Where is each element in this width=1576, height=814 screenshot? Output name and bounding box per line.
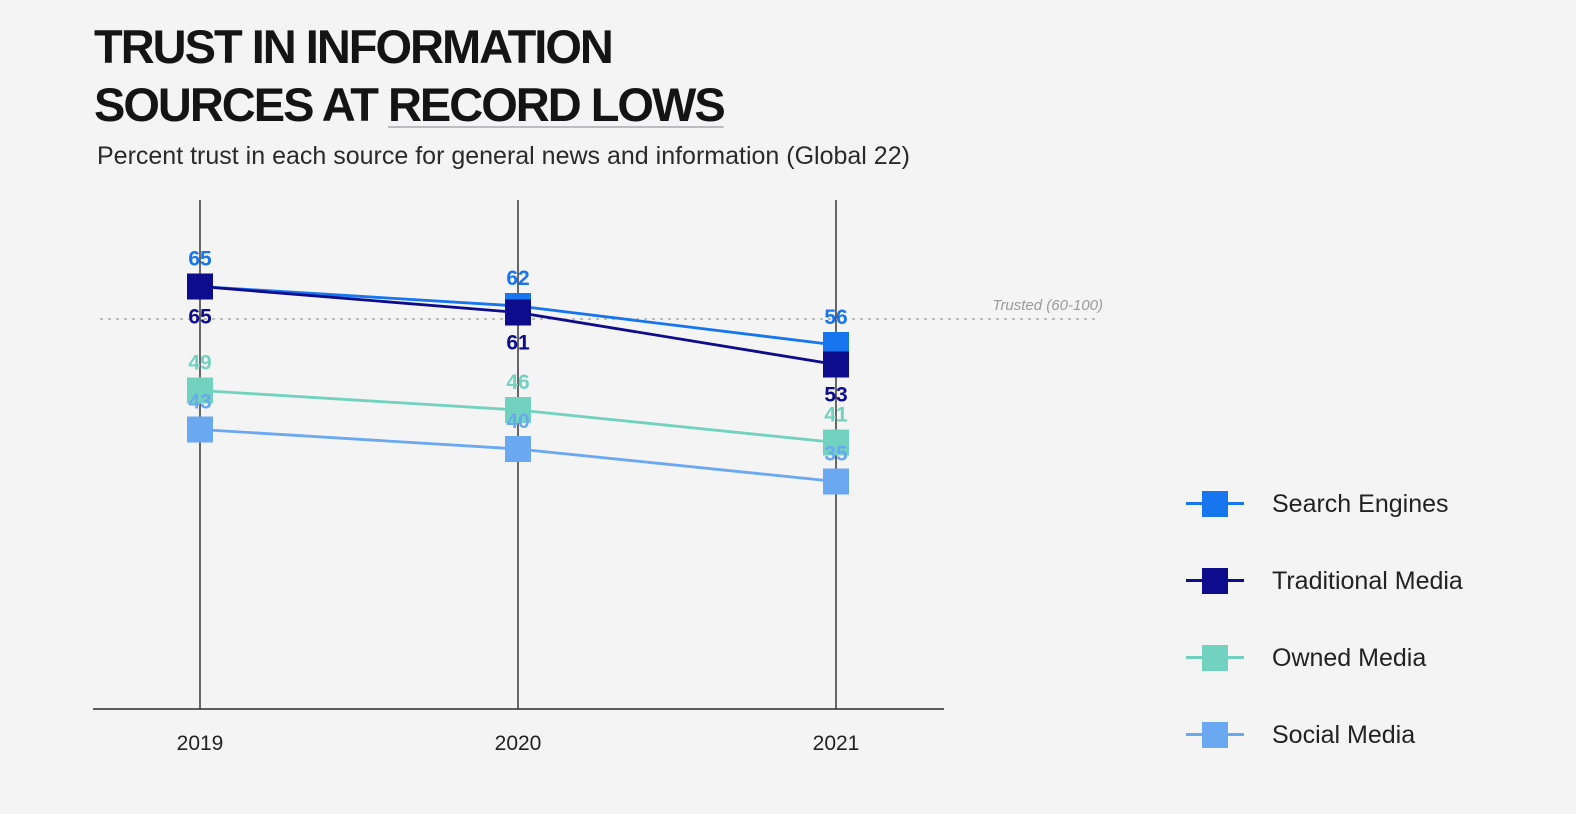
data-label-owned-media-2020: 46 bbox=[506, 371, 529, 394]
data-point-owned-media-2021 bbox=[823, 429, 849, 456]
x-tick-label-2021: 2021 bbox=[813, 732, 860, 755]
data-label-traditional-media-2020: 61 bbox=[506, 332, 530, 355]
data-label-search-engines-2021: 56 bbox=[824, 306, 847, 329]
title-line-2: SOURCES AT RECORD LOWS bbox=[94, 76, 726, 134]
data-label-traditional-media-2021: 53 bbox=[824, 384, 847, 407]
x-tick-label-2019: 2019 bbox=[177, 732, 224, 755]
data-point-social-media-2019 bbox=[187, 416, 213, 443]
data-point-traditional-media-2020 bbox=[505, 299, 531, 326]
data-label-search-engines-2020: 62 bbox=[506, 267, 529, 290]
legend-item-search-engines: Search Engines bbox=[1186, 478, 1463, 530]
data-label-social-media-2020: 40 bbox=[506, 410, 529, 433]
legend-label-owned-media: Owned Media bbox=[1272, 643, 1427, 672]
threshold-label: Trusted (60-100) bbox=[992, 297, 1103, 314]
legend-marker-social-media bbox=[1186, 709, 1244, 761]
chart-legend: Search Engines Traditional Media Owned Med… bbox=[1186, 478, 1463, 786]
data-label-social-media-2021: 35 bbox=[824, 443, 848, 466]
title-line-2-plain: SOURCES AT bbox=[94, 78, 388, 131]
x-tick-label-2020: 2020 bbox=[495, 732, 542, 755]
data-point-traditional-media-2019 bbox=[187, 273, 213, 300]
legend-marker-search-engines bbox=[1186, 478, 1244, 530]
legend-marker-owned-media bbox=[1186, 632, 1244, 684]
data-point-owned-media-2019 bbox=[187, 377, 213, 404]
title-line-1: TRUST IN INFORMATION bbox=[94, 20, 614, 73]
title-highlight: RECORD LOWS bbox=[387, 78, 726, 131]
chart-title: TRUST IN INFORMATION SOURCES AT RECORD L… bbox=[94, 18, 726, 134]
data-point-social-media-2021 bbox=[823, 468, 849, 495]
data-label-social-media-2019: 43 bbox=[188, 391, 211, 414]
legend-item-social-media: Social Media bbox=[1186, 709, 1463, 761]
legend-label-social-media: Social Media bbox=[1272, 720, 1416, 749]
data-point-social-media-2020 bbox=[505, 436, 531, 462]
data-label-owned-media-2019: 49 bbox=[188, 352, 211, 375]
data-point-traditional-media-2021 bbox=[823, 351, 849, 378]
data-label-owned-media-2021: 41 bbox=[824, 404, 848, 427]
data-label-search-engines-2019: 65 bbox=[188, 248, 212, 271]
data-point-owned-media-2020 bbox=[505, 397, 531, 423]
legend-label-traditional-media: Traditional Media bbox=[1272, 566, 1463, 595]
chart-subtitle: Percent trust in each source for general… bbox=[97, 142, 910, 170]
legend-item-owned-media: Owned Media bbox=[1186, 632, 1463, 684]
legend-item-traditional-media: Traditional Media bbox=[1186, 555, 1463, 607]
data-label-traditional-media-2019: 65 bbox=[188, 306, 212, 329]
legend-label-search-engines: Search Engines bbox=[1272, 489, 1449, 518]
legend-marker-traditional-media bbox=[1186, 555, 1244, 607]
